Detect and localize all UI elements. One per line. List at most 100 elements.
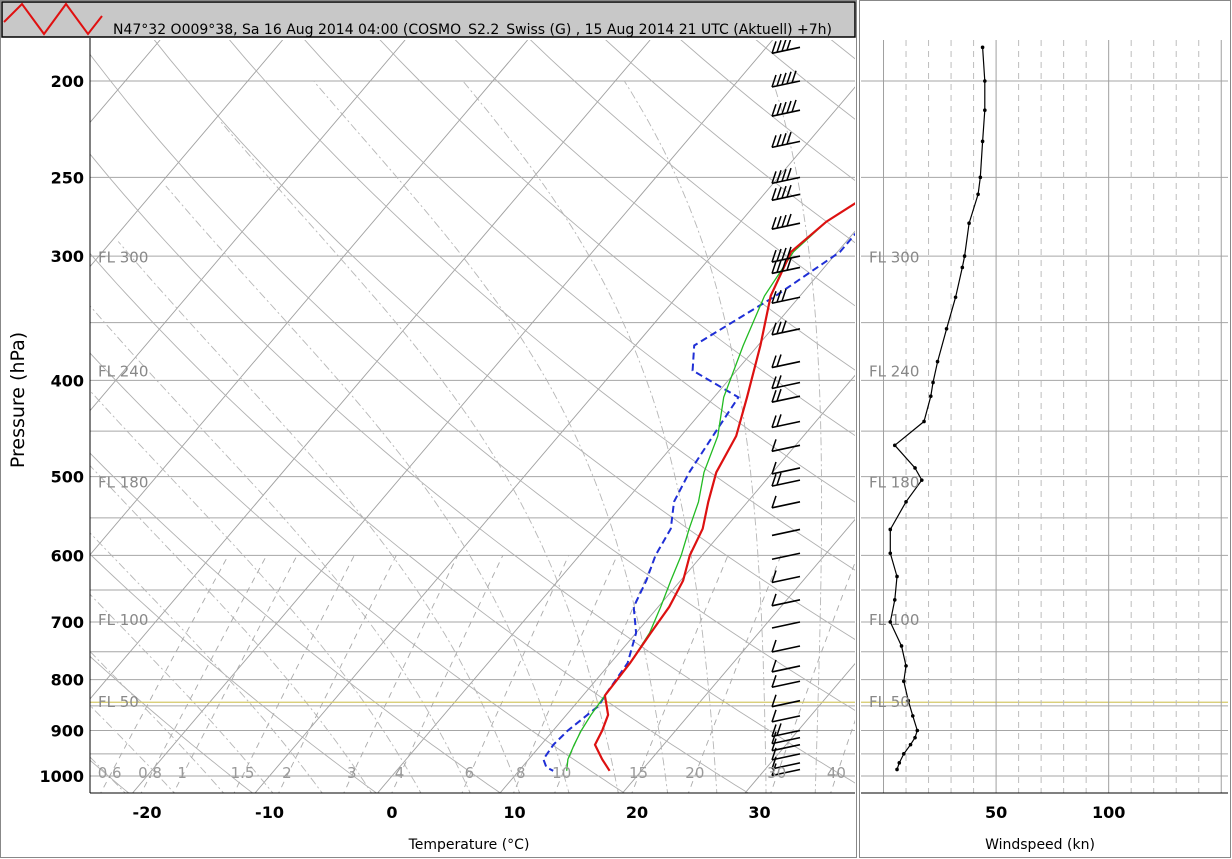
- parcel-line: [566, 202, 855, 771]
- mixing-ratio-line: [140, 555, 267, 793]
- wind-barb-staff: [771, 328, 801, 336]
- wind-barb-feather: [771, 709, 777, 723]
- isotherm-line: [90, 40, 528, 556]
- wind-barb-feather: [786, 100, 792, 114]
- wind-barb-staff: [771, 395, 801, 403]
- mixing-ratio-line: [687, 555, 782, 793]
- temperature-line: [593, 202, 855, 772]
- isotherm-line: [254, 86, 855, 793]
- wind-barb-staff: [771, 743, 801, 752]
- dry-adiabat-line: [90, 153, 855, 784]
- windspeed-point: [976, 192, 980, 197]
- mixing-ratio-label: 6: [465, 764, 475, 782]
- dry-adiabat-line: [153, 40, 855, 641]
- isotherm-line: [622, 518, 855, 793]
- wind-barb-feather: [791, 99, 797, 113]
- wind-barb: [771, 288, 801, 305]
- windspeed-point: [962, 254, 967, 258]
- x-axis-title: Temperature (°C): [408, 837, 530, 853]
- windspeed-point: [897, 761, 902, 765]
- windspeed-point: [895, 767, 899, 772]
- wind-barb-feather: [776, 102, 782, 116]
- wind-barb-feather: [781, 247, 787, 261]
- wind-barb-staff: [771, 479, 801, 487]
- isotherm-line: [90, 40, 406, 412]
- moist-adiabat-line: [90, 532, 323, 793]
- wind-barb: [771, 354, 801, 369]
- wind-background-lines: [861, 40, 1228, 793]
- mixing-ratio-label: 20: [685, 764, 704, 782]
- isotherm-line: [90, 40, 283, 268]
- wind-barb-staff: [771, 768, 801, 777]
- temperature-tick-label: 10: [503, 803, 525, 822]
- flight-level-label: FL 50: [98, 693, 139, 711]
- mixing-ratio-line: [631, 555, 729, 793]
- wind-barb-feather: [771, 694, 777, 707]
- wind-barb: [771, 528, 801, 537]
- isotherm-line: [377, 230, 855, 793]
- flight-level-label: FL 100: [98, 611, 148, 629]
- windspeed-point: [904, 500, 908, 504]
- flight-level-label: FL 240: [98, 363, 148, 381]
- wind-barb-feather: [786, 40, 792, 51]
- windspeed-point: [944, 326, 949, 331]
- windspeed-point: [892, 598, 897, 602]
- pressure-tick-label: 1000: [39, 767, 84, 786]
- isotherm-line: [132, 40, 773, 793]
- isotherm-line: [744, 662, 855, 793]
- mixing-ratio-line: [233, 555, 355, 793]
- mixing-ratio-label: 4: [395, 764, 405, 782]
- wind-barb-feather: [771, 103, 777, 117]
- wind-barb-feather: [771, 659, 777, 673]
- windspeed-point: [915, 728, 920, 733]
- windspeed-point: [913, 735, 917, 740]
- dry-adiabat-line: [529, 40, 855, 307]
- wind-barb: [771, 99, 801, 117]
- moist-adiabat-line: [90, 390, 422, 793]
- wind-barb: [771, 167, 801, 185]
- wind-barb-feather: [771, 675, 777, 688]
- windspeed-point: [967, 221, 971, 226]
- wind-barb-feather: [771, 495, 777, 509]
- wind-barb-feather: [776, 472, 782, 486]
- wind-barb-feather: [771, 724, 777, 737]
- moist-adiabat-line: [90, 756, 126, 793]
- windspeed-point: [901, 752, 906, 756]
- wind-barb: [771, 738, 801, 752]
- wind-barb-feather: [781, 259, 787, 272]
- windspeed-point: [960, 265, 965, 270]
- wind-barb-feather: [786, 167, 792, 181]
- pressure-tick-label: 200: [51, 72, 84, 91]
- wind-barb-feather: [771, 389, 777, 403]
- wind-barb-feather: [786, 213, 792, 227]
- wind-barb-feather: [776, 134, 782, 147]
- wind-barb-staff: [771, 753, 801, 761]
- temperature-tick-label: 20: [626, 803, 648, 822]
- wind-barb: [771, 723, 801, 738]
- wind-barb-feather: [786, 246, 792, 260]
- wind-barb-staff: [771, 420, 801, 429]
- moist-adiabat-line: [462, 80, 718, 793]
- mixing-ratio-line: [343, 555, 459, 793]
- wind-barb-feather: [776, 375, 782, 388]
- wind-barb: [771, 70, 801, 88]
- wind-barb-staff: [771, 680, 801, 689]
- wind-barb-staff: [771, 255, 801, 263]
- wind-barb-feather: [771, 439, 777, 452]
- wind-barb-feather: [776, 40, 782, 53]
- mixing-ratio-label: 1: [177, 764, 187, 782]
- wind-barb: [771, 131, 801, 149]
- wind-barb-feather: [771, 216, 777, 230]
- wind-flight-level-label: FL 300: [869, 249, 919, 267]
- windspeed-point: [906, 698, 911, 703]
- wind-barb-feather: [771, 415, 777, 428]
- wind-frame: [859, 0, 1231, 858]
- wind-barb-staff: [771, 501, 801, 509]
- mixing-ratio-label: 1.5: [231, 764, 255, 782]
- wind-barb: [771, 246, 801, 263]
- dry-adiabat-line: [90, 252, 749, 793]
- wind-barb-feather: [781, 288, 787, 302]
- windspeed-point: [899, 644, 904, 648]
- windspeed-point: [919, 478, 924, 482]
- wind-barb-feather: [776, 186, 782, 200]
